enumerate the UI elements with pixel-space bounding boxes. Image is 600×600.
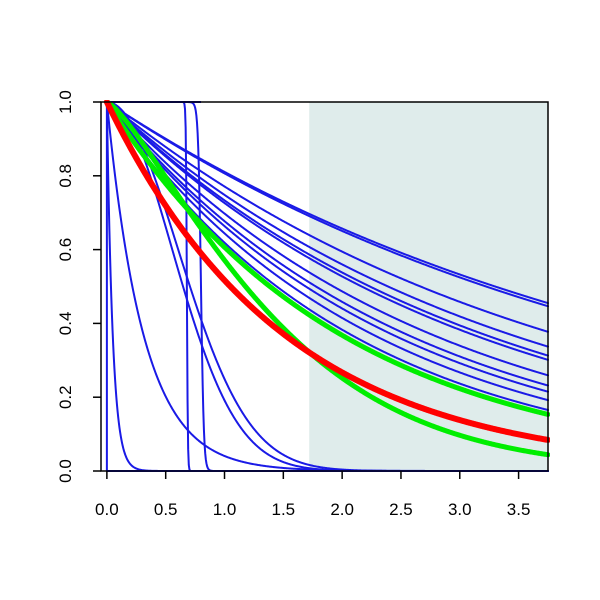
series-blue-9 bbox=[105, 101, 549, 402]
x-tick-label: 3.0 bbox=[448, 500, 472, 519]
plot-frame bbox=[100, 101, 549, 472]
y-tick-label: 1.0 bbox=[56, 90, 75, 114]
series-blue-2 bbox=[105, 101, 549, 333]
x-tick-label: 2.5 bbox=[389, 500, 413, 519]
x-tick-label: 2.0 bbox=[330, 500, 354, 519]
x-tick-label: 1.5 bbox=[272, 500, 296, 519]
series-blue-7 bbox=[105, 101, 549, 387]
x-tick-label: 3.5 bbox=[507, 500, 531, 519]
x-tick-label: 1.0 bbox=[213, 500, 237, 519]
y-tick-label: 0.4 bbox=[56, 312, 75, 336]
series-blue-1 bbox=[105, 101, 549, 308]
y-tick-label: 0.6 bbox=[56, 238, 75, 262]
series-group bbox=[103, 100, 550, 472]
series-blue-4 bbox=[105, 101, 549, 357]
series-blue-5 bbox=[105, 101, 549, 361]
y-tick-label: 0.0 bbox=[56, 459, 75, 483]
y-tick-label: 0.2 bbox=[56, 385, 75, 409]
axes: 0.0 0.5 1.0 1.5 2.0 2.5 3.0 3.5 0.0 0.2 0.4 0.6 0.8 1… bbox=[56, 90, 549, 519]
series-blue-3 bbox=[105, 101, 549, 348]
plot-area bbox=[103, 100, 550, 472]
y-tick-label: 0.8 bbox=[56, 164, 75, 188]
series-blue-6 bbox=[105, 101, 549, 377]
shaded-region bbox=[309, 102, 548, 471]
series-blue-8 bbox=[105, 101, 549, 393]
series-red-19 bbox=[103, 100, 550, 443]
x-tick-label: 0.0 bbox=[95, 500, 119, 519]
x-tick-label: 0.5 bbox=[154, 500, 178, 519]
